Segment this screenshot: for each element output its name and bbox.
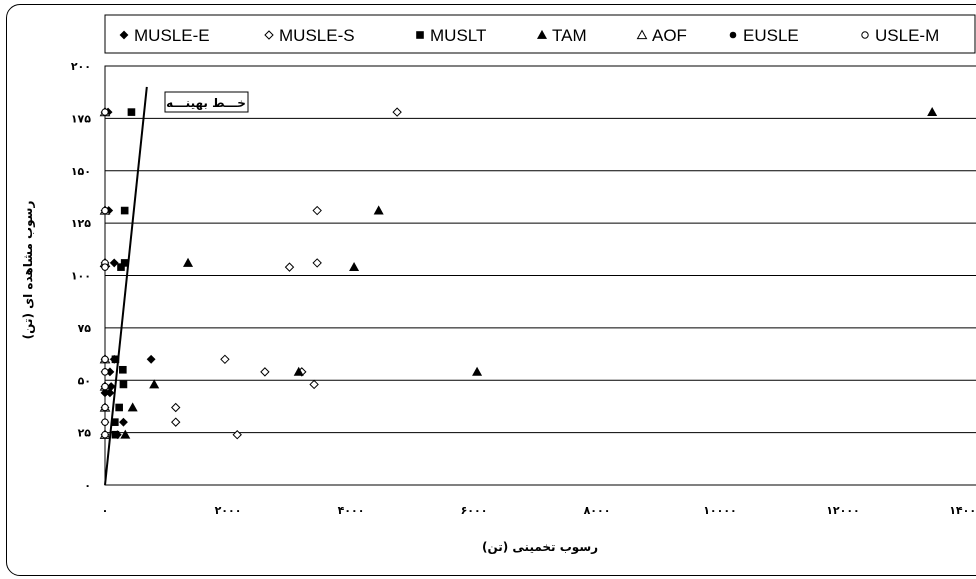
data-point — [146, 354, 156, 364]
data-point — [119, 365, 127, 374]
data-point — [101, 431, 109, 439]
y-axis-ticks: ۰ ۲۵ ۵۰ ۷۵ ۱۰۰ ۱۲۵ ۱۵۰ ۱۷۵ ۲۰۰ — [71, 60, 91, 492]
legend-label: USLE-M — [875, 26, 939, 45]
legend-item-usle-m: USLE-M — [861, 26, 939, 45]
data-point — [101, 355, 109, 363]
legend-marker — [264, 30, 274, 40]
data-point — [117, 263, 125, 271]
chart-frame — [6, 4, 976, 576]
x-tick-label: ۲۰۰۰ — [215, 504, 242, 517]
y-axis-label: رسوب مشاهده ای (تن) — [21, 201, 36, 340]
y-tick-label: ۱۷۵ — [71, 112, 91, 125]
data-point — [127, 402, 138, 412]
series-musle-s — [171, 107, 402, 440]
legend-item-tam: TAM — [536, 26, 587, 45]
data-point — [101, 368, 109, 376]
legend-label: MUSLE-E — [134, 26, 210, 45]
legend-marker — [536, 29, 548, 39]
series-tam — [120, 106, 938, 439]
y-tick-label: ۵۰ — [78, 374, 91, 387]
x-tick-label: ۸۰۰۰ — [584, 504, 611, 517]
data-point — [111, 430, 120, 439]
data-point — [101, 418, 109, 426]
data-point — [284, 262, 295, 272]
data-point — [349, 262, 360, 272]
legend-item-musle-e: MUSLE-E — [119, 26, 210, 45]
data-point — [183, 257, 194, 267]
series-muslt — [111, 108, 136, 439]
legend-item-eusle: EUSLE — [729, 26, 799, 45]
legend: MUSLE-E MUSLE-S MUSLT TAM AOF EUSLE USLE-M — [104, 14, 976, 54]
data-point — [115, 403, 123, 412]
annotation-label: خـــط بهینـــه — [166, 96, 246, 110]
legend-marker — [119, 30, 129, 40]
data-point — [127, 108, 136, 116]
legend-item-aof: AOF — [636, 26, 687, 45]
y-tick-label: ۱۰۰ — [71, 270, 91, 283]
data-point — [101, 403, 109, 412]
legend-label: AOF — [652, 26, 687, 45]
y-tick-label: ۲۰۰ — [71, 60, 91, 73]
x-tick-label: ۶۰۰۰ — [461, 504, 488, 517]
data-point — [293, 366, 304, 376]
y-tick-label: ۱۵۰ — [71, 165, 91, 178]
x-tick-label: ۴۰۰۰ — [338, 504, 365, 517]
y-tick-label: ۷۵ — [78, 322, 92, 335]
data-point — [373, 205, 384, 215]
data-point — [119, 380, 128, 389]
legend-label: EUSLE — [743, 26, 799, 45]
data-point — [149, 379, 160, 389]
plot-area — [104, 65, 976, 486]
legend-label: TAM — [552, 26, 587, 45]
data-point — [171, 402, 181, 413]
data-point — [220, 354, 230, 365]
data-point — [105, 388, 115, 398]
legend-marker — [729, 31, 737, 39]
data-point — [392, 107, 402, 117]
legend-label: MUSLT — [430, 26, 486, 45]
data-point — [101, 108, 109, 116]
legend-label: MUSLE-S — [279, 26, 355, 45]
x-tick-label: ۱۴۰۰۰ — [949, 504, 976, 517]
legend-item-muslt: MUSLT — [416, 26, 486, 45]
data-point — [232, 430, 242, 440]
data-point — [101, 382, 109, 391]
legend-marker — [636, 29, 648, 40]
data-points — [99, 106, 938, 440]
data-point — [101, 206, 109, 215]
data-point — [472, 366, 483, 376]
x-axis-label: رسوب تخمینی (تن) — [482, 540, 598, 555]
data-point — [109, 258, 119, 268]
gridlines — [105, 117, 976, 434]
x-tick-label: ۰ — [102, 504, 109, 517]
annotation: خـــط بهینـــه — [164, 91, 249, 113]
x-tick-label: ۱۲۰۰۰ — [826, 504, 860, 517]
y-tick-label: ۲۵ — [78, 427, 92, 440]
legend-marker — [416, 31, 424, 39]
data-point — [927, 106, 938, 116]
x-tick-label: ۱۰۰۰۰ — [703, 504, 737, 517]
y-tick-label: ۱۲۵ — [71, 217, 91, 230]
data-point — [119, 417, 128, 427]
data-point — [260, 367, 270, 377]
best-fit-line — [104, 86, 148, 486]
series-usle-m — [101, 108, 109, 439]
data-point — [312, 205, 322, 216]
data-point — [309, 379, 319, 390]
legend-marker — [861, 31, 869, 39]
legend-item-musle-s: MUSLE-S — [264, 26, 355, 45]
data-point — [171, 417, 181, 427]
data-point — [120, 429, 131, 439]
data-point — [312, 258, 322, 268]
data-point — [120, 206, 129, 215]
x-axis-ticks: ۰ ۲۰۰۰ ۴۰۰۰ ۶۰۰۰ ۸۰۰۰ ۱۰۰۰۰ ۱۲۰۰۰ ۱۴۰۰۰ — [102, 504, 976, 517]
y-tick-label: ۰ — [84, 479, 91, 492]
data-point — [101, 263, 109, 271]
